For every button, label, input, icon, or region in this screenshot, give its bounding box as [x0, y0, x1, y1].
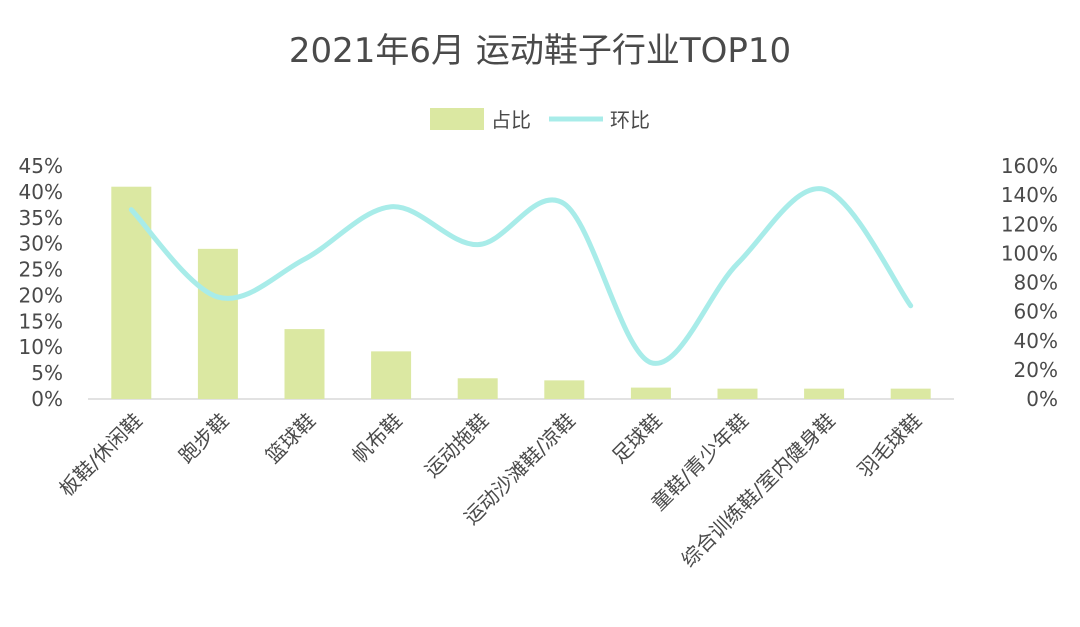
left-tick-label: 10% — [19, 335, 63, 359]
left-tick-label: 40% — [19, 180, 63, 204]
left-tick-label: 5% — [31, 361, 63, 385]
left-tick-label: 35% — [19, 206, 63, 230]
line-series — [128, 186, 914, 366]
right-tick-label: 160% — [1001, 154, 1058, 178]
bar — [111, 186, 152, 399]
bar — [544, 380, 585, 399]
right-tick-label: 140% — [1001, 183, 1058, 207]
bar-series — [111, 186, 931, 399]
bar — [630, 387, 671, 399]
left-tick-label: 0% — [31, 387, 63, 411]
right-tick-label: 120% — [1001, 212, 1058, 236]
category-label: 篮球鞋 — [261, 409, 320, 468]
right-tick-label: 100% — [1001, 241, 1058, 265]
bar — [284, 329, 325, 399]
bar — [804, 388, 845, 399]
bar — [197, 248, 238, 399]
right-tick-label: 40% — [1014, 329, 1058, 353]
bar — [371, 351, 412, 399]
left-tick-label: 15% — [19, 309, 63, 333]
category-label: 综合训练鞋/室内健身鞋 — [676, 409, 839, 572]
bar — [457, 378, 498, 399]
legend-label-line: 环比 — [610, 108, 650, 132]
right-tick-label: 0% — [1026, 387, 1058, 411]
category-label: 足球鞋 — [607, 409, 666, 468]
legend: 占比 环比 — [430, 108, 650, 132]
category-label: 板鞋/休闲鞋 — [54, 409, 146, 501]
category-label: 羽毛球鞋 — [853, 409, 927, 483]
right-tick-label: 80% — [1014, 271, 1058, 295]
left-tick-label: 45% — [19, 154, 63, 178]
left-axis: 0%5%10%15%20%25%30%35%40%45% — [19, 154, 63, 411]
legend-swatch-bar — [430, 108, 484, 130]
left-tick-label: 25% — [19, 258, 63, 282]
chart-title: 2021年6月 运动鞋子行业TOP10 — [289, 31, 791, 71]
right-axis: 0% 20% 40% 60% 80% 100% 120% 140% 160% — [1001, 154, 1058, 411]
category-label: 运动拖鞋 — [420, 409, 494, 483]
left-tick-label: 20% — [19, 283, 63, 307]
legend-label-bar: 占比 — [491, 108, 531, 132]
bar — [717, 388, 758, 399]
right-tick-label: 60% — [1014, 300, 1058, 324]
category-label: 跑步鞋 — [174, 409, 233, 468]
category-label: 帆布鞋 — [347, 409, 406, 468]
right-tick-label: 20% — [1014, 358, 1058, 382]
line-path — [128, 186, 914, 366]
bar — [890, 388, 931, 399]
left-tick-label: 30% — [19, 232, 63, 256]
